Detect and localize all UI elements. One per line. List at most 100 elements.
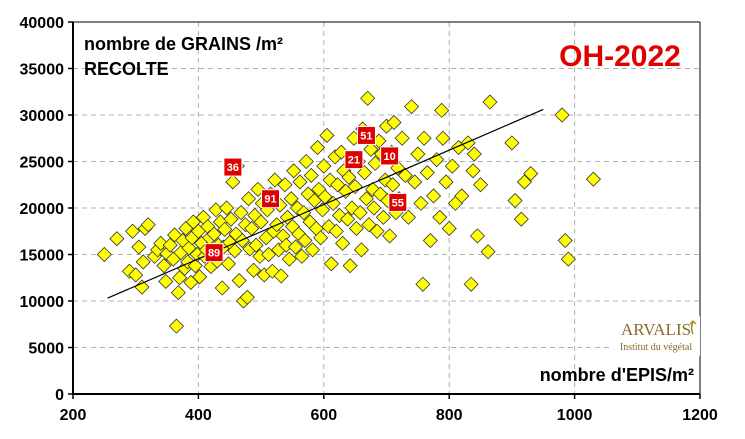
data-point — [385, 177, 401, 193]
data-point — [240, 191, 257, 207]
data-point — [319, 127, 335, 144]
data-point — [246, 262, 262, 278]
data-point — [465, 163, 481, 179]
data-point — [560, 251, 576, 267]
data-point — [134, 279, 150, 295]
x-axis-label: nombre d'EPIS/m² — [540, 365, 694, 385]
data-point — [434, 102, 450, 118]
logo-subtitle: Institut du végétal — [620, 342, 692, 353]
data-point — [168, 318, 185, 334]
badge-box — [223, 157, 243, 177]
data-point — [463, 276, 479, 292]
data-point — [358, 191, 375, 207]
data-point — [220, 256, 237, 272]
data-point — [513, 211, 529, 227]
point-label-badge: 55 — [388, 192, 408, 212]
data-point — [340, 211, 356, 227]
data-point — [466, 146, 482, 162]
data-point — [292, 174, 308, 190]
data-point — [419, 165, 435, 181]
data-point — [316, 158, 332, 174]
data-point — [504, 135, 520, 151]
data-point — [404, 99, 420, 115]
data-point — [253, 214, 269, 230]
x-tick-label: 1200 — [682, 407, 718, 424]
data-point — [342, 258, 358, 274]
logo-name: ARVALIS — [621, 320, 691, 339]
data-point — [231, 272, 247, 289]
data-point — [435, 130, 451, 146]
data-point — [397, 167, 413, 184]
data-point — [369, 223, 385, 239]
data-point — [140, 217, 156, 233]
y-tick-label: 10000 — [20, 294, 65, 311]
wheat-icon — [689, 319, 697, 335]
data-point — [227, 243, 243, 259]
data-point — [158, 273, 174, 290]
data-point — [286, 163, 302, 179]
point-label-badge: 89 — [204, 243, 224, 263]
x-tick-label: 200 — [60, 407, 87, 424]
badge-label: 51 — [360, 130, 372, 142]
x-tick-label: 600 — [310, 407, 337, 424]
data-point — [261, 246, 277, 263]
data-point — [585, 171, 601, 187]
data-point — [361, 217, 377, 233]
data-point — [267, 172, 283, 188]
data-point — [109, 231, 125, 247]
data-point — [297, 232, 313, 249]
data-point — [407, 174, 423, 190]
data-point — [480, 244, 496, 260]
badge-label: 55 — [392, 197, 404, 209]
data-point — [410, 146, 426, 162]
data-point — [363, 141, 379, 157]
point-label-badge: 91 — [261, 189, 281, 209]
badge-label: 91 — [264, 194, 276, 206]
data-point — [347, 179, 363, 195]
y-tick-label: 25000 — [20, 155, 65, 172]
x-tick-label: 800 — [436, 407, 463, 424]
data-point — [206, 226, 222, 242]
point-label-badge: 10 — [380, 146, 400, 166]
data-point — [415, 276, 431, 292]
data-points — [96, 90, 601, 334]
y-axis-label-line2: RECOLTE — [84, 59, 169, 79]
data-point — [516, 174, 533, 190]
data-point — [225, 174, 241, 190]
data-point — [208, 202, 224, 218]
data-point — [277, 177, 293, 193]
badge-box — [388, 192, 408, 212]
data-point — [131, 239, 147, 255]
data-point — [325, 195, 341, 211]
y-axis-ticks: 0 5000 10000 15000 20000 25000 30000 35000 40000 — [20, 15, 73, 404]
data-point — [233, 205, 249, 221]
point-label-badge: 51 — [356, 125, 376, 145]
data-point — [367, 155, 383, 171]
y-tick-label: 40000 — [20, 15, 65, 32]
data-point — [444, 158, 460, 174]
data-point — [425, 188, 442, 204]
y-tick-label: 35000 — [20, 62, 65, 79]
data-point — [273, 268, 289, 284]
data-point — [239, 289, 255, 305]
data-point — [281, 251, 297, 267]
data-point — [156, 258, 172, 274]
data-point — [507, 192, 523, 209]
y-axis-label-line1: nombre de GRAINS /m² — [84, 34, 283, 54]
data-point — [309, 139, 326, 156]
data-point — [170, 285, 186, 301]
badge-box — [380, 146, 400, 166]
data-point — [223, 211, 239, 227]
data-point — [352, 205, 368, 221]
badge-box — [204, 243, 224, 263]
y-tick-label: 15000 — [20, 248, 65, 265]
data-point — [219, 200, 235, 216]
data-point — [162, 237, 178, 253]
data-point — [304, 242, 321, 258]
data-point — [330, 177, 346, 193]
x-tick-label: 400 — [185, 407, 212, 424]
data-point — [135, 254, 151, 270]
data-point — [375, 209, 391, 225]
data-point — [413, 195, 429, 211]
y-tick-label: 30000 — [20, 108, 65, 125]
